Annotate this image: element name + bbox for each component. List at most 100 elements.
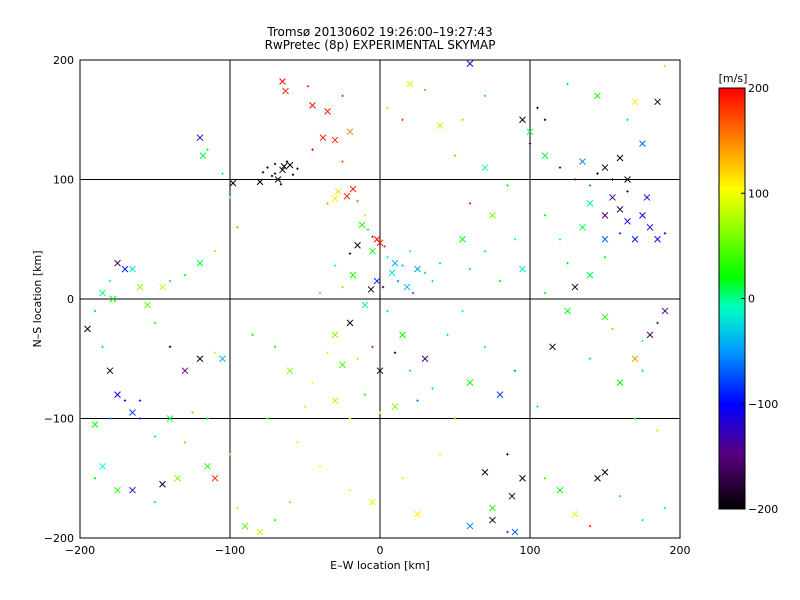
colorbar [718, 87, 746, 510]
data-point [594, 474, 601, 482]
data-point [626, 190, 629, 193]
data-point [153, 435, 157, 438]
data-point [406, 80, 414, 88]
data-point [153, 500, 157, 504]
data-point [641, 369, 644, 372]
data-point [596, 172, 599, 175]
data-point [496, 391, 504, 398]
data-point [204, 462, 211, 470]
data-point [416, 399, 419, 402]
data-point [228, 196, 232, 199]
data-point [286, 161, 294, 169]
data-point [331, 195, 339, 202]
data-point [108, 279, 112, 283]
data-point [363, 214, 367, 217]
data-point [356, 357, 359, 360]
data-point [408, 369, 412, 372]
colorbar-tick-label: −100 [748, 398, 778, 411]
data-point [386, 255, 389, 259]
data-point [361, 301, 369, 309]
y-tick-label: 100 [53, 174, 74, 187]
data-point [616, 206, 624, 213]
data-point [453, 154, 457, 157]
x-tick-label: −200 [65, 544, 95, 557]
data-point [196, 355, 204, 363]
data-point [489, 504, 496, 512]
data-point [571, 510, 579, 518]
data-point [221, 172, 224, 175]
data-point [236, 506, 239, 510]
data-point [378, 411, 382, 414]
data-point [286, 367, 294, 375]
data-point [273, 518, 277, 522]
colorbar-tick-label: 200 [748, 82, 769, 95]
data-point [324, 108, 331, 115]
data-point [138, 399, 142, 402]
data-point [228, 453, 232, 456]
data-point [251, 333, 254, 337]
data-point [536, 405, 539, 408]
data-point [586, 271, 594, 279]
data-point [616, 379, 624, 387]
data-point [386, 106, 389, 109]
data-point [279, 166, 286, 174]
data-point [326, 351, 329, 354]
data-point [423, 88, 427, 92]
data-point [99, 462, 106, 470]
data-point [401, 477, 404, 480]
data-point [386, 309, 389, 313]
data-point [99, 289, 106, 297]
data-point [371, 235, 374, 239]
data-point [616, 154, 624, 162]
data-point [438, 453, 442, 456]
data-point [333, 264, 337, 267]
data-point [543, 118, 547, 121]
data-point [519, 474, 526, 482]
data-point [528, 142, 532, 145]
data-point [159, 283, 166, 291]
data-point [369, 247, 376, 255]
grid-lines [80, 60, 680, 538]
data-point [438, 261, 442, 265]
data-point [341, 94, 344, 98]
data-point [256, 528, 264, 536]
data-point [489, 211, 496, 219]
data-point [601, 468, 609, 476]
data-point [348, 489, 352, 492]
data-point [558, 238, 562, 241]
data-point [466, 379, 474, 387]
data-point [543, 291, 547, 295]
data-point [643, 194, 651, 201]
data-point [431, 279, 434, 283]
data-point [414, 510, 421, 518]
data-point [564, 307, 571, 315]
data-point [354, 241, 361, 249]
data-point [661, 307, 669, 315]
data-point [311, 381, 314, 384]
data-point [273, 172, 277, 175]
data-point [256, 178, 264, 186]
data-point [159, 480, 166, 488]
data-point [270, 174, 274, 178]
data-point [601, 211, 609, 219]
data-point [236, 226, 239, 229]
data-point [93, 477, 97, 480]
data-point [558, 166, 562, 169]
data-point [229, 179, 237, 187]
data-point [109, 295, 117, 303]
data-point [489, 516, 496, 524]
data-point [129, 486, 136, 494]
data-point [401, 264, 404, 267]
x-tick-label: 0 [377, 544, 384, 557]
data-point [579, 223, 586, 231]
data-point [656, 321, 659, 325]
data-point [346, 128, 354, 136]
data-point [288, 500, 292, 504]
y-tick-label: −200 [44, 532, 74, 545]
colorbar-ticks: 200 100 0 −100 −200 [741, 82, 778, 516]
chart-title-line-1: Tromsø 20130602 19:26:00–19:27:43 [267, 25, 493, 39]
data-point [108, 417, 112, 420]
data-point [274, 176, 282, 183]
data-point [279, 78, 286, 85]
